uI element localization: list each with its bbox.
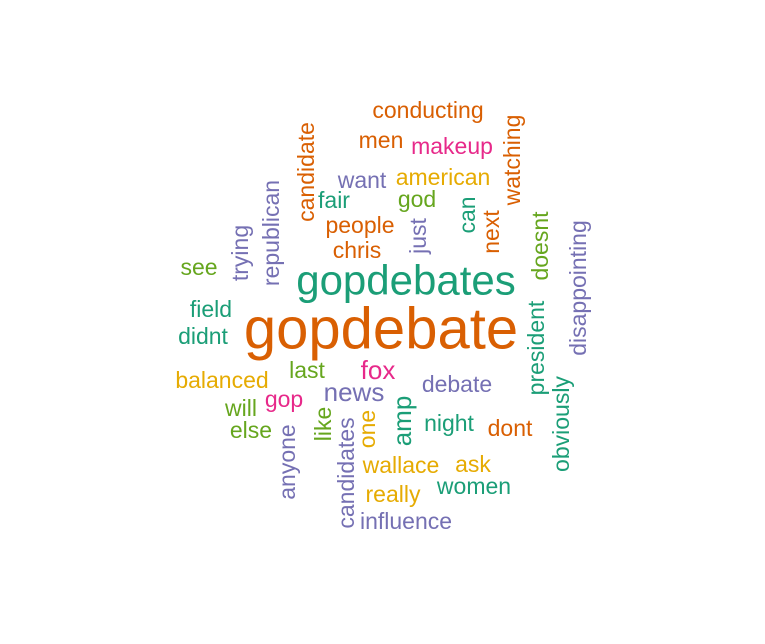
- word-god: god: [398, 186, 436, 212]
- word-gopdebates: gopdebates: [296, 257, 516, 304]
- word-debate: debate: [422, 371, 492, 397]
- word-last: last: [289, 357, 325, 383]
- word-next: next: [478, 210, 504, 254]
- word-conducting: conducting: [372, 97, 483, 123]
- word-president: president: [523, 300, 549, 395]
- word-field: field: [190, 296, 232, 322]
- word-watching: watching: [499, 115, 525, 207]
- word-see: see: [180, 254, 217, 280]
- word-gop: gop: [265, 386, 303, 412]
- word-amp: amp: [387, 396, 417, 447]
- word-women: women: [436, 473, 511, 499]
- word-just: just: [405, 217, 431, 254]
- word-people: people: [325, 212, 394, 238]
- word-fair: fair: [318, 187, 350, 213]
- word-ask: ask: [455, 451, 491, 477]
- word-can: can: [454, 196, 480, 233]
- word-gopdebate: gopdebate: [244, 297, 518, 362]
- word-chris: chris: [333, 237, 382, 263]
- word-influence: influence: [360, 508, 452, 534]
- word-want: want: [337, 167, 387, 193]
- word-republican: republican: [258, 180, 284, 286]
- word-news: news: [324, 377, 385, 407]
- word-trying: trying: [227, 225, 253, 281]
- word-men: men: [359, 127, 404, 153]
- word-will: will: [224, 395, 257, 421]
- word-candidates: candidates: [333, 417, 359, 528]
- word-doesnt: doesnt: [527, 211, 553, 281]
- word-balanced: balanced: [175, 367, 268, 393]
- word-one: one: [354, 410, 380, 448]
- word-american: american: [396, 164, 491, 190]
- word-really: really: [366, 481, 421, 507]
- word-like: like: [310, 407, 336, 442]
- word-dont: dont: [488, 415, 533, 441]
- word-didnt: didnt: [178, 323, 228, 349]
- word-night: night: [424, 410, 474, 436]
- word-makeup: makeup: [411, 133, 493, 159]
- word-wallace: wallace: [362, 452, 440, 478]
- word-fox: fox: [361, 355, 396, 385]
- word-obviously: obviously: [548, 376, 574, 472]
- word-disappointing: disappointing: [565, 220, 591, 356]
- word-candidate: candidate: [293, 122, 319, 222]
- word-anyone: anyone: [274, 424, 300, 499]
- word-else: else: [230, 417, 272, 443]
